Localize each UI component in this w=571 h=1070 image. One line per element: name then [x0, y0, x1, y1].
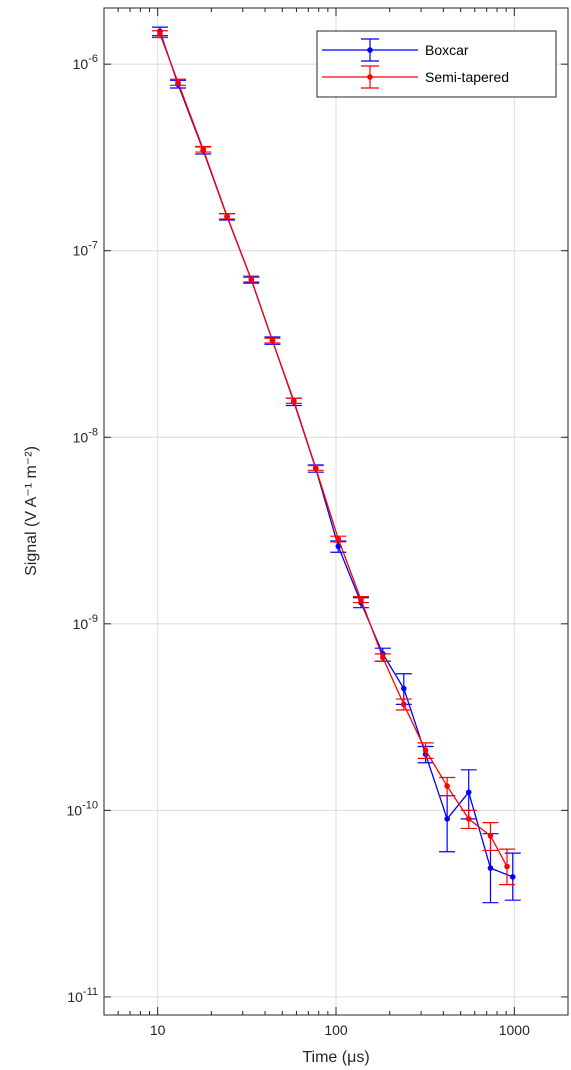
data-point	[487, 833, 494, 839]
data-point	[465, 816, 472, 822]
data-point	[291, 397, 297, 404]
data-point	[358, 596, 364, 603]
y-tick-label: 10-10	[67, 799, 98, 818]
y-tick-label: 10-11	[67, 986, 98, 1005]
y-tick-label: 10-9	[73, 613, 98, 632]
legend-entry-boxcar: Boxcar	[322, 38, 469, 62]
x-tick-label: 10	[150, 1022, 166, 1038]
data-point	[175, 79, 181, 86]
data-point	[157, 31, 163, 37]
x-tick-label: 100	[324, 1022, 348, 1038]
series-semi-tapered	[151, 30, 516, 886]
data-point	[504, 863, 510, 870]
data-point	[422, 747, 429, 754]
legend: Boxcar Semi-tapered	[316, 30, 557, 98]
x-axis-label: Time (μs)	[302, 1049, 369, 1066]
data-point	[380, 654, 386, 661]
legend-label: Boxcar	[425, 42, 469, 58]
data-point	[224, 213, 230, 220]
data-point	[444, 816, 450, 822]
legend-label: Semi-tapered	[425, 69, 509, 85]
data-point	[335, 536, 342, 542]
data-point	[509, 874, 516, 880]
y-axis-label: Signal (V A⁻¹ m⁻²)	[23, 446, 40, 576]
tick-labels: 10 100 1000 10-11 10-10 10-9 10-8 10-7 10-6	[67, 53, 531, 1038]
plot-series	[151, 26, 521, 904]
data-point	[444, 783, 450, 789]
data-point	[487, 865, 494, 871]
y-tick-label: 10-8	[73, 426, 98, 445]
data-point	[465, 789, 472, 796]
data-point	[400, 701, 407, 708]
data-point	[335, 543, 342, 550]
x-tick-label: 1000	[499, 1022, 530, 1038]
y-tick-label: 10-6	[73, 53, 98, 72]
axis-ticks	[103, 8, 569, 1015]
legend-box	[316, 30, 557, 98]
data-point	[248, 276, 255, 283]
data-point	[200, 146, 206, 153]
data-point	[400, 685, 407, 692]
data-point	[312, 465, 319, 471]
legend-swatch-marker	[367, 74, 373, 80]
legend-swatch-marker	[367, 47, 373, 53]
data-point	[269, 337, 276, 344]
y-tick-label: 10-7	[73, 240, 98, 259]
legend-entry-semi-tapered: Semi-tapered	[322, 65, 509, 89]
